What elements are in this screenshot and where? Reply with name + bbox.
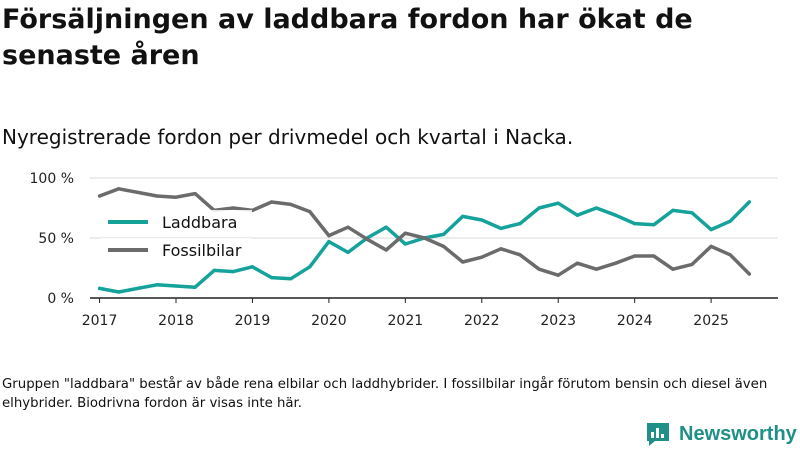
data-point-laddbara <box>671 208 675 212</box>
footnote: Gruppen "laddbara" består av både rena e… <box>2 377 768 411</box>
data-point-laddbara <box>690 211 694 215</box>
data-point-fossilbilar <box>480 255 484 259</box>
data-point-fossilbilar <box>499 247 503 251</box>
data-point-laddbara <box>594 206 599 210</box>
data-point-laddbara <box>537 206 541 210</box>
data-point-laddbara <box>250 265 255 269</box>
data-point-laddbara <box>728 219 732 223</box>
data-point-laddbara <box>174 284 178 288</box>
data-point-fossilbilar <box>633 254 637 258</box>
x-tick-label: 2019 <box>235 313 271 329</box>
data-point-fossilbilar <box>537 267 541 271</box>
y-tick-label: 50 % <box>38 231 74 247</box>
data-point-laddbara <box>518 222 522 226</box>
x-tick-label: 2020 <box>311 313 347 329</box>
data-point-fossilbilar <box>308 210 312 214</box>
y-tick-label: 100 % <box>30 171 74 187</box>
data-point-laddbara <box>193 285 197 289</box>
data-point-laddbara <box>212 268 216 272</box>
x-tick-label: 2021 <box>388 313 424 329</box>
brand-logo[interactable]: Newsworthy <box>645 418 797 450</box>
x-tick-label: 2025 <box>693 313 729 329</box>
data-point-laddbara <box>403 242 407 246</box>
data-point-laddbara <box>136 286 140 290</box>
data-point-laddbara <box>289 277 293 281</box>
x-tick-label: 2017 <box>82 313 118 329</box>
data-point-laddbara <box>441 232 446 236</box>
data-point-fossilbilar <box>709 244 713 248</box>
data-point-fossilbilar <box>594 267 599 271</box>
data-point-laddbara <box>327 240 331 244</box>
data-point-laddbara <box>346 250 350 254</box>
x-tick-label: 2022 <box>464 313 500 329</box>
data-point-laddbara <box>308 265 312 269</box>
data-point-fossilbilar <box>174 195 178 199</box>
data-point-fossilbilar <box>384 248 388 252</box>
data-point-fossilbilar <box>461 260 465 264</box>
data-point-fossilbilar <box>556 273 560 277</box>
data-point-fossilbilar <box>518 253 522 257</box>
data-point-fossilbilar <box>155 194 159 198</box>
data-point-fossilbilar <box>403 231 407 235</box>
data-point-fossilbilar <box>690 262 694 266</box>
data-point-fossilbilar <box>671 267 675 271</box>
data-point-laddbara <box>747 200 751 204</box>
x-tick-label: 2023 <box>540 313 576 329</box>
data-point-laddbara <box>117 290 121 294</box>
data-point-fossilbilar <box>747 272 751 276</box>
chart-title: Försäljningen av laddbara fordon har öka… <box>2 4 693 71</box>
data-point-fossilbilar <box>365 237 369 241</box>
data-point-fossilbilar <box>289 202 293 206</box>
data-point-fossilbilar <box>327 234 331 238</box>
data-point-fossilbilar <box>422 236 427 240</box>
data-point-laddbara <box>384 225 388 229</box>
data-point-fossilbilar <box>97 194 102 198</box>
data-point-fossilbilar <box>346 225 350 229</box>
data-point-fossilbilar <box>613 261 618 265</box>
data-point-laddbara <box>269 276 274 280</box>
data-point-laddbara <box>613 213 618 217</box>
newsworthy-logo-icon <box>647 423 669 446</box>
data-point-fossilbilar <box>441 244 446 248</box>
data-point-fossilbilar <box>231 206 235 210</box>
data-point-laddbara <box>499 226 503 230</box>
line-chart: 0 % 50 % 100 % 2017 2018 2019 2020 2021 2022 2023… <box>30 171 778 329</box>
data-point-laddbara <box>556 201 560 205</box>
data-point-fossilbilar <box>269 200 274 204</box>
data-point-laddbara <box>633 222 637 226</box>
data-point-laddbara <box>461 214 465 218</box>
data-point-laddbara <box>652 223 656 227</box>
brand-name: Newsworthy <box>679 422 797 445</box>
data-point-laddbara <box>231 270 235 274</box>
y-tick-label: 0 % <box>47 291 74 307</box>
data-point-laddbara <box>575 213 579 217</box>
data-point-fossilbilar <box>652 254 656 258</box>
data-point-fossilbilar <box>575 261 579 265</box>
chart-subtitle: Nyregistrerade fordon per drivmedel och … <box>2 125 574 149</box>
legend-label: Fossilbilar <box>162 241 242 260</box>
x-tick-label: 2024 <box>617 313 653 329</box>
data-point-laddbara <box>480 218 484 222</box>
data-point-fossilbilar <box>193 192 197 196</box>
data-point-laddbara <box>97 286 102 290</box>
data-point-fossilbilar <box>728 253 732 257</box>
data-point-fossilbilar <box>136 190 140 194</box>
data-point-laddbara <box>155 283 159 287</box>
data-point-fossilbilar <box>117 187 121 191</box>
legend-label: Laddbara <box>162 213 237 232</box>
data-point-laddbara <box>709 228 713 232</box>
x-tick-label: 2018 <box>158 313 194 329</box>
